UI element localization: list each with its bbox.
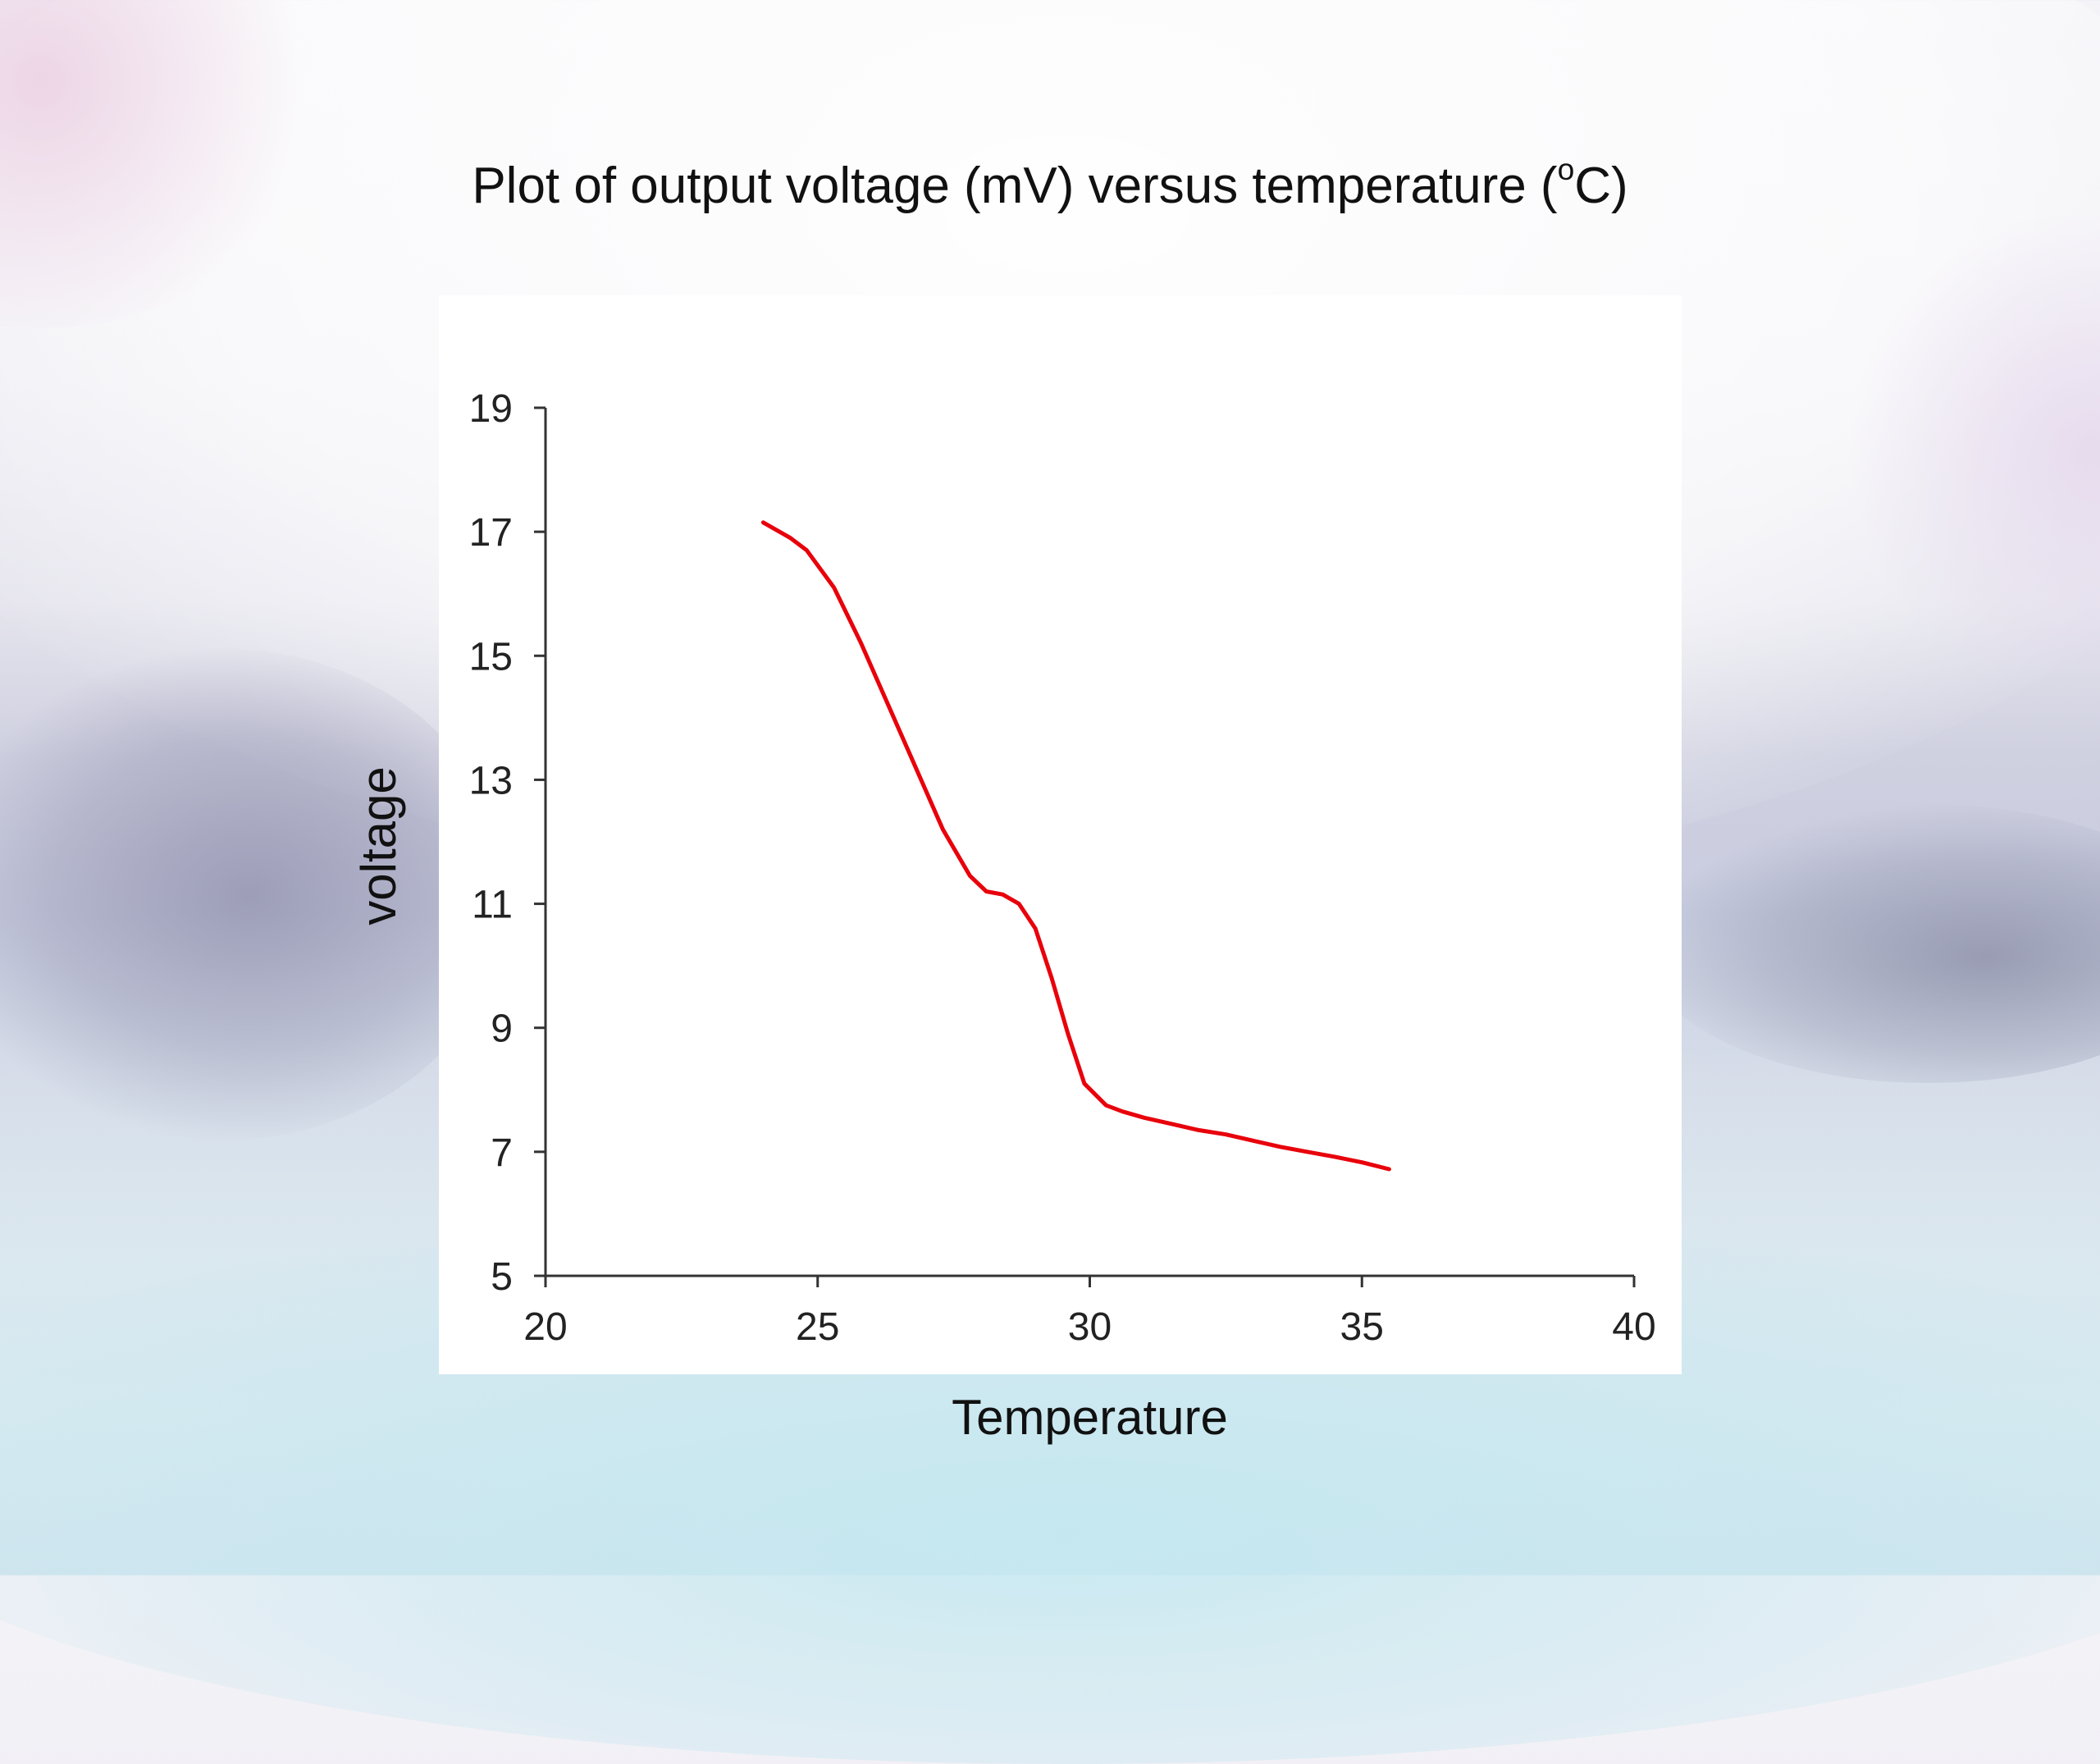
line-chart: 5 7 9 11 13 15 17 19 20 25 30 35 40 Temperature volt… — [351, 387, 1656, 1445]
chart-title-suffix: C) — [1574, 157, 1628, 214]
y-tick-label: 19 — [469, 387, 513, 431]
x-tick-label: 20 — [523, 1305, 567, 1349]
y-tick-label: 9 — [491, 1008, 513, 1051]
x-tick-label: 30 — [1068, 1305, 1112, 1349]
x-tick-label: 25 — [796, 1305, 839, 1349]
y-tick-label: 17 — [469, 511, 513, 555]
y-tick-label: 15 — [469, 635, 513, 679]
tick-labels: 5 7 9 11 13 15 17 19 20 25 30 35 40 — [469, 387, 1656, 1349]
x-tick-label: 35 — [1340, 1305, 1384, 1349]
series-group — [760, 520, 1391, 1172]
y-tick-label: 5 — [491, 1255, 513, 1299]
axes — [534, 406, 1636, 1287]
chart-title: Plot of output voltage (mV) versus tempe… — [0, 152, 2100, 215]
y-tick-label: 11 — [472, 884, 513, 927]
chart-title-prefix: Plot of output voltage (mV) versus tempe… — [472, 157, 1558, 214]
chart-title-superscript: o — [1557, 152, 1575, 186]
y-tick-label: 13 — [469, 759, 513, 802]
x-tick-label: 40 — [1612, 1305, 1655, 1349]
y-tick-label: 7 — [491, 1131, 513, 1175]
series-line — [760, 520, 1391, 1172]
y-axis-title: voltage — [351, 766, 406, 925]
x-axis-title: Temperature — [952, 1390, 1228, 1445]
chart-background — [439, 295, 1682, 1374]
